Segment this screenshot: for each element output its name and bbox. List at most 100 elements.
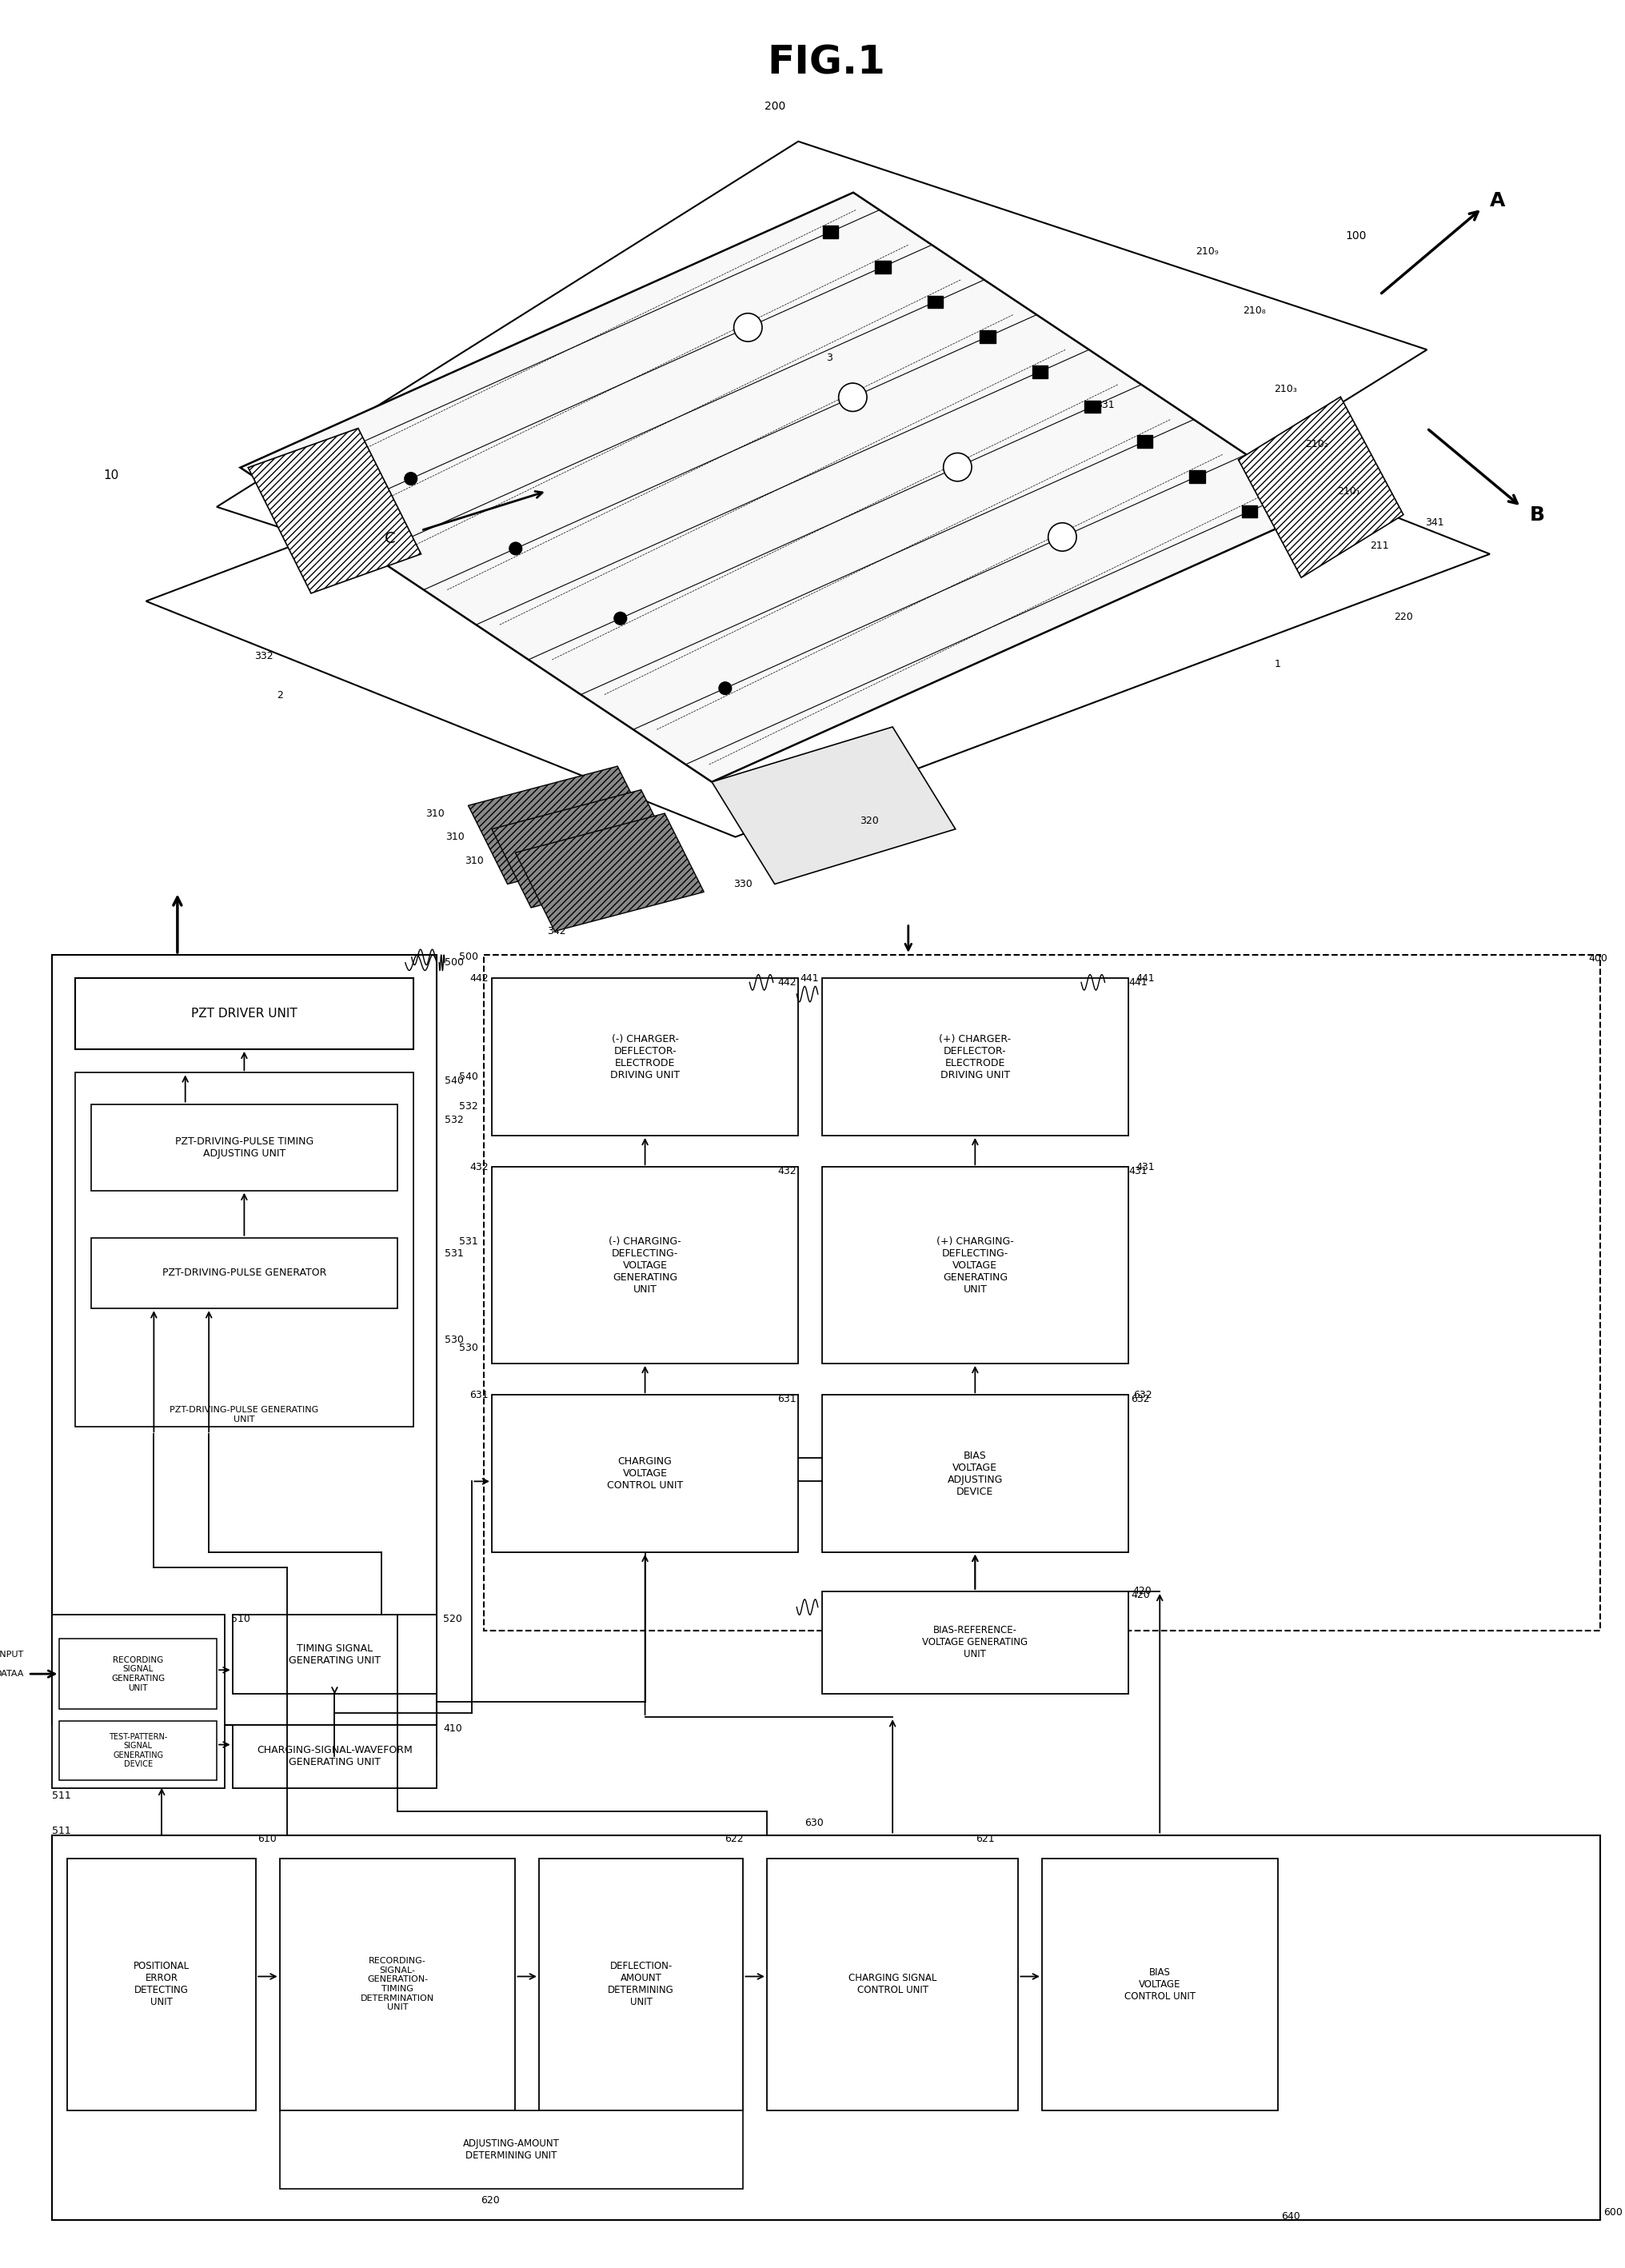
- Polygon shape: [249, 429, 421, 594]
- Text: 500: 500: [458, 953, 478, 962]
- Text: (+) CHARGING-
DEFLECTING-
VOLTAGE
GENERATING
UNIT: (+) CHARGING- DEFLECTING- VOLTAGE GENERA…: [936, 1236, 1014, 1295]
- Polygon shape: [216, 141, 1427, 712]
- Bar: [822, 1592, 1128, 1694]
- Bar: [822, 1395, 1128, 1551]
- Text: DATAA: DATAA: [0, 1669, 24, 1678]
- Text: PZT-DRIVING-PULSE GENERATING
UNIT: PZT-DRIVING-PULSE GENERATING UNIT: [169, 1406, 319, 1424]
- Text: A: A: [1489, 191, 1505, 211]
- Polygon shape: [146, 318, 1489, 837]
- Circle shape: [614, 612, 626, 624]
- Text: (-) CHARGER-
DEFLECTOR-
ELECTRODE
DRIVING UNIT: (-) CHARGER- DEFLECTOR- ELECTRODE DRIVIN…: [609, 1034, 679, 1080]
- Text: 530: 530: [458, 1343, 478, 1354]
- Text: 210₃: 210₃: [1274, 383, 1297, 395]
- Text: 210₈: 210₈: [1242, 306, 1264, 315]
- Text: 200: 200: [764, 100, 785, 111]
- Text: 100: 100: [1346, 229, 1367, 240]
- Bar: [874, 261, 891, 272]
- Text: PZT-DRIVING-PULSE GENERATOR: PZT-DRIVING-PULSE GENERATOR: [163, 1268, 327, 1279]
- Bar: [491, 978, 798, 1136]
- Text: 441: 441: [1128, 978, 1147, 987]
- Bar: [60, 1637, 216, 1710]
- Text: 631: 631: [777, 1393, 796, 1404]
- Bar: [67, 1857, 255, 2109]
- Circle shape: [733, 313, 762, 342]
- Bar: [232, 1615, 437, 1694]
- Text: 610: 610: [257, 1835, 276, 1844]
- Text: 220: 220: [1393, 612, 1412, 621]
- Text: 620: 620: [481, 2195, 499, 2207]
- Text: 1: 1: [1274, 658, 1280, 669]
- Text: 500: 500: [444, 957, 463, 968]
- Text: BIAS
VOLTAGE
CONTROL UNIT: BIAS VOLTAGE CONTROL UNIT: [1123, 1966, 1194, 2003]
- Text: DEFLECTION-
AMOUNT
DETERMINING
UNIT: DEFLECTION- AMOUNT DETERMINING UNIT: [608, 1962, 674, 2007]
- Polygon shape: [712, 728, 955, 885]
- Text: 632: 632: [1133, 1390, 1152, 1399]
- Text: RECORDING-
SIGNAL-
GENERATION-
TIMING
DETERMINATION
UNIT: RECORDING- SIGNAL- GENERATION- TIMING DE…: [361, 1957, 434, 2012]
- Bar: [980, 331, 995, 342]
- Text: 10: 10: [102, 469, 119, 481]
- Text: 630: 630: [804, 1819, 824, 1828]
- Text: FIG.1: FIG.1: [767, 43, 886, 82]
- Text: 310: 310: [465, 855, 484, 866]
- Circle shape: [405, 472, 418, 485]
- Bar: [538, 1857, 743, 2109]
- Text: INPUT: INPUT: [0, 1651, 24, 1658]
- Text: 342: 342: [546, 925, 566, 937]
- Bar: [822, 1168, 1128, 1363]
- Text: 310: 310: [445, 832, 465, 841]
- Bar: [767, 1857, 1017, 2109]
- Bar: [280, 1857, 515, 2109]
- Text: 330: 330: [733, 880, 752, 889]
- Bar: [52, 1835, 1599, 2220]
- Text: 441: 441: [800, 973, 819, 984]
- Text: TIMING SIGNAL
GENERATING UNIT: TIMING SIGNAL GENERATING UNIT: [289, 1642, 380, 1665]
- Text: 622: 622: [725, 1835, 743, 1844]
- Bar: [926, 295, 942, 308]
- Text: 631: 631: [470, 1390, 489, 1399]
- Text: 210₉: 210₉: [1194, 247, 1217, 256]
- Bar: [822, 978, 1128, 1136]
- Text: 3: 3: [826, 352, 832, 363]
- Bar: [60, 1721, 216, 1780]
- Text: 530: 530: [444, 1334, 463, 1345]
- Text: 540: 540: [458, 1070, 478, 1082]
- Circle shape: [1048, 524, 1076, 551]
- Bar: [1084, 401, 1100, 413]
- Bar: [1042, 1857, 1277, 2109]
- Text: 510: 510: [231, 1615, 250, 1624]
- Text: 632: 632: [1129, 1393, 1149, 1404]
- Bar: [91, 1238, 396, 1309]
- Text: 531: 531: [444, 1247, 463, 1259]
- Bar: [280, 2109, 743, 2189]
- Bar: [52, 1615, 224, 1787]
- Text: PZT-DRIVING-PULSE TIMING
ADJUSTING UNIT: PZT-DRIVING-PULSE TIMING ADJUSTING UNIT: [176, 1136, 314, 1159]
- Text: 310: 310: [426, 807, 444, 819]
- Bar: [1190, 469, 1204, 483]
- Text: 600: 600: [1602, 2207, 1622, 2218]
- Text: CHARGING
VOLTAGE
CONTROL UNIT: CHARGING VOLTAGE CONTROL UNIT: [606, 1456, 683, 1490]
- Circle shape: [942, 454, 972, 481]
- Text: 432: 432: [470, 1161, 489, 1173]
- Bar: [1242, 506, 1256, 517]
- Circle shape: [509, 542, 522, 556]
- Text: 420: 420: [1129, 1590, 1149, 1601]
- Text: 431: 431: [1128, 1166, 1147, 1177]
- Text: 532: 532: [458, 1102, 478, 1111]
- Polygon shape: [491, 789, 679, 907]
- Text: 420: 420: [1133, 1585, 1152, 1597]
- Text: 211: 211: [1370, 542, 1389, 551]
- Bar: [91, 1105, 396, 1191]
- Polygon shape: [1238, 397, 1402, 578]
- Text: POSITIONAL
ERROR
DETECTING
UNIT: POSITIONAL ERROR DETECTING UNIT: [133, 1962, 190, 2007]
- Text: 400: 400: [1588, 953, 1607, 964]
- Text: 431: 431: [1136, 1161, 1154, 1173]
- Text: 331: 331: [1095, 399, 1113, 411]
- Circle shape: [718, 683, 731, 694]
- Text: BIAS-REFERENCE-
VOLTAGE GENERATING
UNIT: BIAS-REFERENCE- VOLTAGE GENERATING UNIT: [921, 1626, 1027, 1660]
- Text: RECORDING
SIGNAL
GENERATING
UNIT: RECORDING SIGNAL GENERATING UNIT: [111, 1656, 164, 1692]
- Bar: [1136, 435, 1152, 447]
- Text: ADJUSTING-AMOUNT
DETERMINING UNIT: ADJUSTING-AMOUNT DETERMINING UNIT: [463, 2139, 559, 2161]
- Text: 540: 540: [444, 1075, 463, 1086]
- Bar: [484, 955, 1599, 1631]
- Text: 2: 2: [276, 689, 283, 701]
